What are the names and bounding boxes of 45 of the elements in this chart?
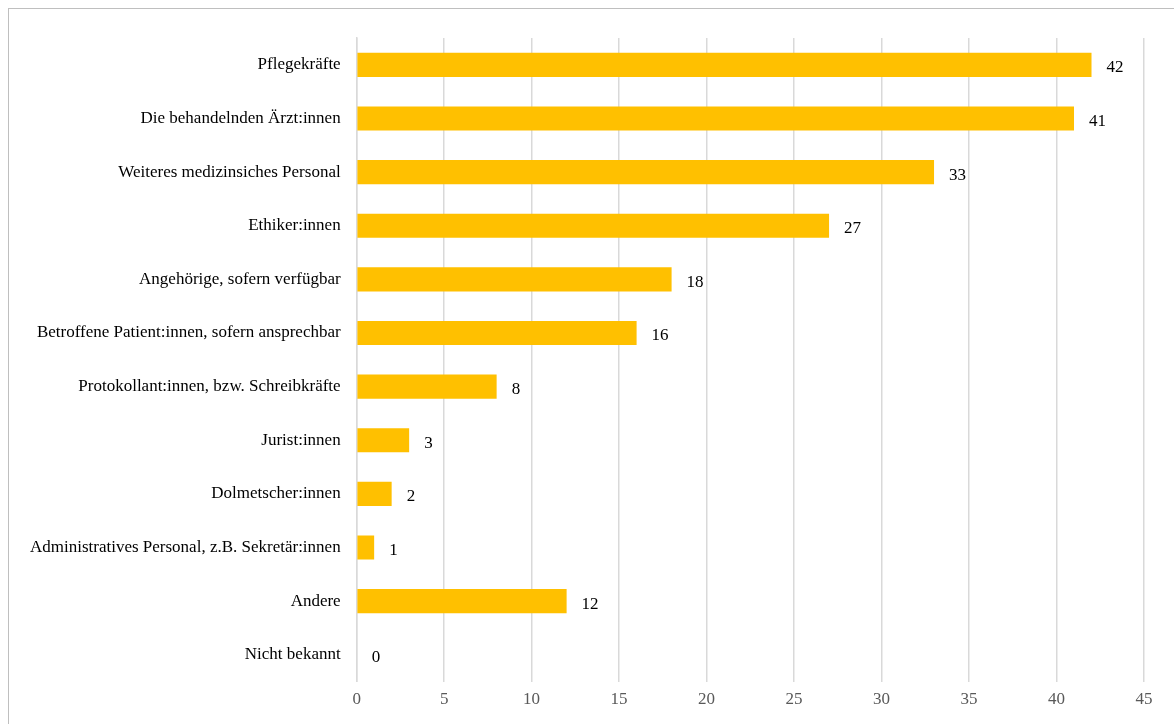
y-tick-label: Ethiker:innen <box>248 215 342 235</box>
data-label: 12 <box>581 593 599 613</box>
y-tick-label: Jurist:innen <box>261 429 342 449</box>
data-label: 8 <box>511 379 521 399</box>
data-label: 16 <box>651 325 669 345</box>
bar <box>357 535 375 560</box>
x-tick-label: 30 <box>873 689 891 709</box>
data-label: 0 <box>371 647 381 667</box>
y-tick-label: Andere <box>290 590 341 610</box>
x-tick-label: 45 <box>1135 689 1153 709</box>
bar <box>357 428 410 453</box>
data-label: 42 <box>1106 57 1124 77</box>
bar <box>357 160 935 185</box>
y-tick-label: Angehörige, sofern verfügbar <box>139 268 341 288</box>
y-tick-label: Nicht bekannt <box>244 644 341 664</box>
data-label: 41 <box>1089 110 1107 130</box>
x-tick-label: 10 <box>523 689 541 709</box>
y-tick-label: Administratives Personal, z.B. Sekretär:innen <box>29 536 342 556</box>
data-label: 27 <box>844 218 862 238</box>
bar <box>357 320 637 346</box>
y-tick-label: Weiteres medizinsiches Personal <box>118 161 341 181</box>
y-tick-label: Pflegekräfte <box>257 54 341 74</box>
y-tick-label: Betroffene Patient:innen, sofern ansprechbar <box>36 322 341 342</box>
bar <box>357 374 497 399</box>
bar <box>357 213 830 238</box>
bar <box>357 52 1092 77</box>
bar <box>357 106 1075 131</box>
bar <box>357 481 392 506</box>
x-tick-label: 25 <box>785 689 803 709</box>
data-label: 33 <box>949 164 967 184</box>
bar <box>357 589 567 614</box>
x-tick-label: 0 <box>352 689 361 709</box>
bar <box>357 267 672 292</box>
x-tick-label: 40 <box>1048 689 1066 709</box>
y-tick-label: Dolmetscher:innen <box>211 483 342 503</box>
y-tick-label: Die behandelnden Ärzt:innen <box>140 107 342 127</box>
data-label: 1 <box>389 539 398 559</box>
x-tick-label: 5 <box>439 689 449 709</box>
y-tick-label: Protokollant:innen, bzw. Schreibkräfte <box>78 376 341 396</box>
x-tick-label: 35 <box>960 689 978 709</box>
x-tick-label: 20 <box>698 689 716 709</box>
data-label: 18 <box>686 271 704 291</box>
x-tick-label: 15 <box>610 689 628 709</box>
data-label: 3 <box>424 432 433 452</box>
data-label: 2 <box>406 486 416 506</box>
